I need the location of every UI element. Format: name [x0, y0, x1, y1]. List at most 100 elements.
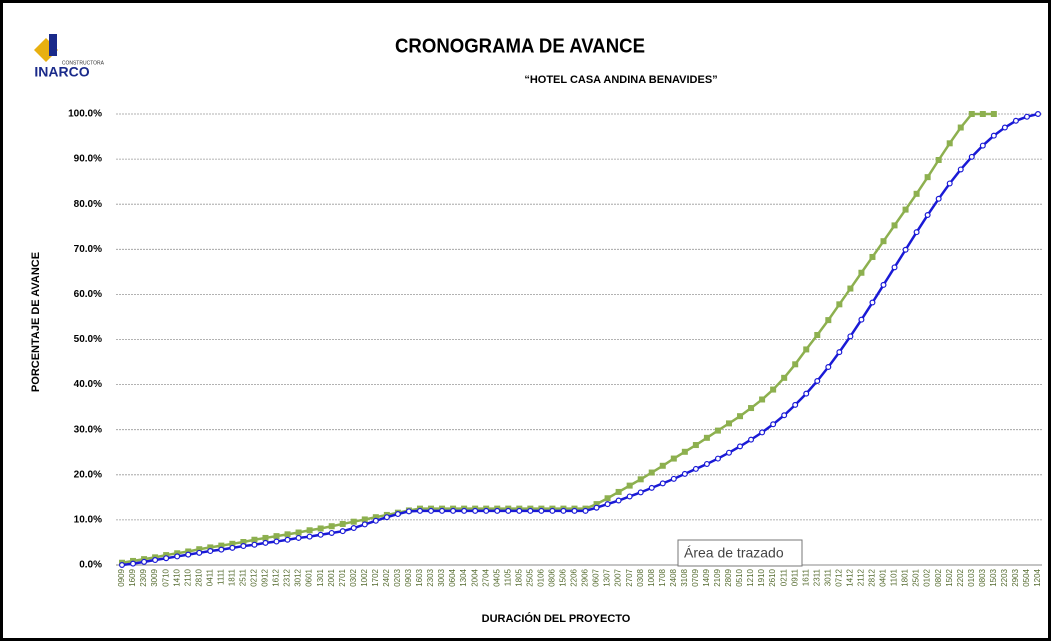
x-tick-label: 2001: [327, 568, 336, 586]
x-tick-label: 2007: [614, 568, 623, 586]
marker: [825, 317, 832, 324]
marker: [637, 476, 644, 483]
marker: [295, 534, 302, 541]
marker: [692, 442, 699, 449]
marker: [152, 557, 159, 564]
marker: [648, 469, 655, 476]
x-tick-label: 0102: [923, 568, 932, 586]
marker: [659, 480, 666, 487]
x-tick-label: 2704: [481, 568, 490, 586]
marker: [262, 539, 269, 546]
marker: [681, 470, 688, 477]
marker: [990, 111, 997, 117]
marker: [428, 507, 435, 514]
y-tick-label: 80.0%: [74, 199, 102, 210]
marker: [284, 536, 291, 543]
marker: [990, 132, 997, 139]
marker: [174, 550, 181, 557]
x-tick-label: 0803: [978, 568, 987, 586]
x-tick-label: 1204: [1033, 568, 1042, 586]
marker: [759, 396, 766, 403]
marker: [880, 281, 887, 288]
marker: [549, 507, 556, 514]
marker: [240, 543, 247, 550]
marker: [593, 501, 600, 508]
x-tick-label: 0802: [934, 568, 943, 586]
x-tick-label: 1502: [945, 568, 954, 586]
marker: [130, 560, 137, 567]
logo-name: INARCO: [34, 64, 89, 80]
marker: [770, 421, 777, 428]
x-tick-label: 1307: [603, 568, 612, 586]
x-tick-label: 2809: [724, 568, 733, 586]
x-tick-label: 1611: [801, 568, 810, 586]
x-tick-label: 2903: [1011, 568, 1020, 586]
x-tick-label: 0411: [205, 568, 214, 586]
marker: [615, 497, 622, 504]
marker: [935, 157, 942, 164]
x-tick-label: 2311: [812, 568, 821, 586]
y-tick-label: 60.0%: [74, 289, 102, 300]
x-tick-label: 2810: [194, 568, 203, 586]
marker: [218, 542, 225, 549]
marker: [946, 140, 953, 147]
x-tick-label: 3011: [823, 568, 832, 586]
x-tick-label: 0401: [879, 568, 888, 586]
x-tick-label: 3009: [150, 568, 159, 586]
y-tick-label: 10.0%: [74, 515, 102, 526]
marker: [571, 507, 578, 514]
marker: [350, 518, 357, 525]
y-tick-label: 100.0%: [68, 109, 102, 120]
marker: [582, 507, 589, 514]
y-axis-label: PORCENTAJE DE AVANCE: [30, 252, 42, 392]
chart-title: CRONOGRAMA DE AVANCE: [395, 35, 645, 57]
marker: [141, 558, 148, 565]
marker: [306, 533, 313, 540]
marker: [394, 511, 401, 518]
marker: [174, 553, 181, 560]
marker: [979, 142, 986, 149]
marker: [913, 229, 920, 236]
x-tick-label: 1801: [901, 568, 910, 586]
marker: [759, 429, 766, 436]
marker: [328, 523, 335, 530]
tooltip: Área de trazado: [677, 539, 803, 567]
marker: [1034, 110, 1041, 117]
marker: [725, 420, 732, 427]
x-tick-label: 1002: [360, 568, 369, 586]
marker: [703, 434, 710, 441]
marker: [185, 548, 192, 555]
y-tick-label: 20.0%: [74, 469, 102, 480]
x-tick-label: 1603: [415, 568, 424, 586]
marker: [748, 405, 755, 412]
marker: [483, 507, 490, 514]
x-tick-label: 3003: [437, 568, 446, 586]
x-tick-label: 2206: [570, 568, 579, 586]
x-tick-label: 2203: [1000, 568, 1009, 586]
x-tick-label: 1410: [172, 568, 181, 586]
x-tick-label: 2707: [625, 568, 634, 586]
x-tick-label: 1101: [890, 568, 899, 586]
marker: [803, 346, 810, 353]
marker: [273, 533, 280, 540]
x-tick-label: 0504: [1022, 568, 1031, 586]
x-tick-label: 2701: [338, 568, 347, 586]
marker: [196, 549, 203, 556]
x-tick-label: 0405: [492, 568, 501, 586]
marker: [405, 508, 412, 515]
x-tick-label: 0203: [393, 568, 402, 586]
marker: [229, 540, 236, 547]
marker: [317, 531, 324, 538]
marker: [185, 551, 192, 558]
x-tick-label: 0712: [834, 568, 843, 586]
x-tick-label: 1111: [216, 568, 225, 585]
x-tick-label: 0909: [117, 568, 126, 586]
marker: [681, 448, 688, 455]
marker: [748, 436, 755, 443]
marker: [858, 316, 865, 323]
marker: [118, 561, 125, 568]
x-tick-label: 2812: [868, 568, 877, 586]
x-tick-label: 2906: [581, 568, 590, 586]
marker: [560, 507, 567, 514]
